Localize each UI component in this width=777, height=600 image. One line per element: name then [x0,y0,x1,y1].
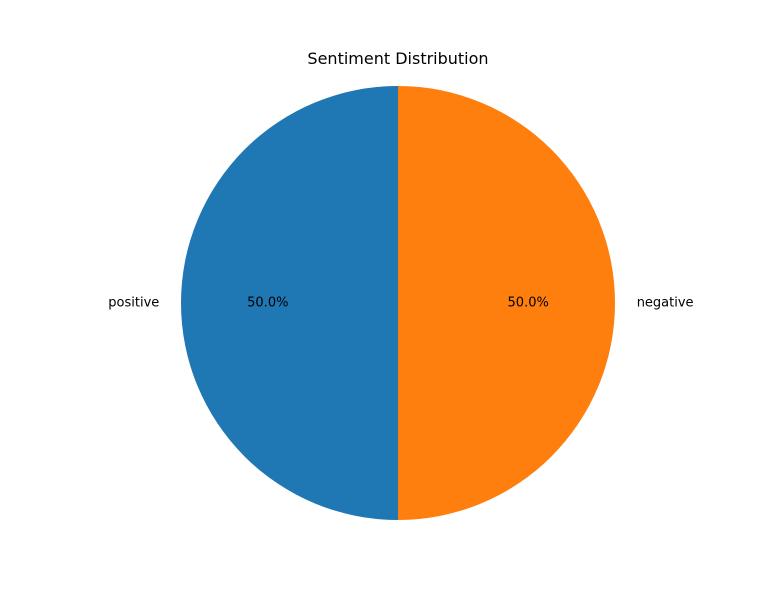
slice-label-positive: positive [108,296,159,311]
slice-label-negative: negative [637,296,694,311]
pie-slice-positive [181,86,398,520]
pie-slice-negative [398,86,615,520]
slice-percent-label-positive: 50.0% [247,296,288,311]
pie-slices [181,86,615,520]
pie-labels: positive 50.0% negative 50.0% [108,296,693,311]
chart-title: Sentiment Distribution [307,49,488,68]
slice-percent-label-negative: 50.0% [508,296,549,311]
